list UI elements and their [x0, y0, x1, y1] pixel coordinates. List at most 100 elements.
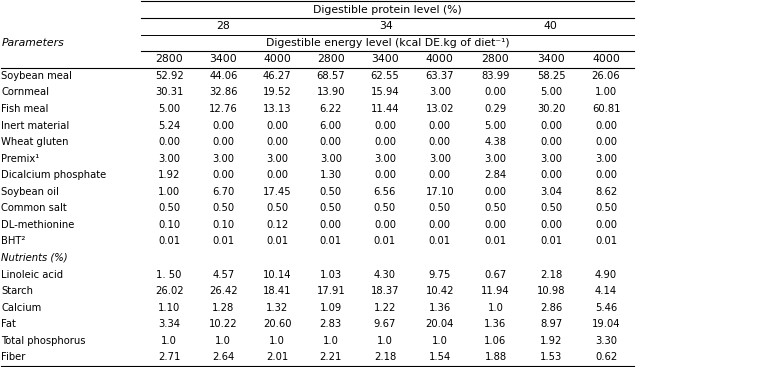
Text: 4000: 4000	[592, 54, 620, 64]
Text: 0.00: 0.00	[540, 137, 562, 147]
Text: 15.94: 15.94	[371, 87, 399, 98]
Text: 2.86: 2.86	[540, 303, 562, 313]
Text: 2.84: 2.84	[484, 170, 506, 180]
Text: 4000: 4000	[426, 54, 454, 64]
Text: 6.22: 6.22	[320, 104, 342, 114]
Text: 0.00: 0.00	[212, 120, 234, 131]
Text: 0.00: 0.00	[540, 120, 562, 131]
Text: 8.97: 8.97	[540, 319, 562, 329]
Text: 4000: 4000	[263, 54, 291, 64]
Text: 3.30: 3.30	[595, 336, 617, 346]
Text: 18.37: 18.37	[371, 286, 399, 296]
Text: 0.00: 0.00	[158, 137, 180, 147]
Text: 6.56: 6.56	[374, 187, 396, 197]
Text: 0.00: 0.00	[595, 170, 617, 180]
Text: 0.01: 0.01	[374, 236, 396, 247]
Text: 3400: 3400	[210, 54, 237, 64]
Text: 1.36: 1.36	[484, 319, 507, 329]
Text: 1.88: 1.88	[484, 352, 506, 362]
Text: 19.04: 19.04	[592, 319, 620, 329]
Text: 1. 50: 1. 50	[157, 269, 182, 280]
Text: 2.83: 2.83	[320, 319, 342, 329]
Text: Starch: Starch	[2, 286, 33, 296]
Text: 5.24: 5.24	[158, 120, 180, 131]
Text: 0.62: 0.62	[595, 352, 617, 362]
Text: Linoleic acid: Linoleic acid	[2, 269, 64, 280]
Text: 10.98: 10.98	[537, 286, 565, 296]
Text: 34: 34	[378, 21, 393, 31]
Text: 26.06: 26.06	[592, 71, 620, 81]
Text: 0.00: 0.00	[374, 170, 396, 180]
Text: 68.57: 68.57	[316, 71, 345, 81]
Text: 0.00: 0.00	[266, 120, 288, 131]
Text: 1.03: 1.03	[320, 269, 342, 280]
Text: 63.37: 63.37	[426, 71, 454, 81]
Text: 13.13: 13.13	[263, 104, 291, 114]
Text: 1.0: 1.0	[215, 336, 231, 346]
Text: 10.22: 10.22	[209, 319, 238, 329]
Text: 3.00: 3.00	[429, 87, 451, 98]
Text: 0.00: 0.00	[212, 170, 234, 180]
Text: 3.00: 3.00	[158, 154, 180, 164]
Text: 0.67: 0.67	[484, 269, 507, 280]
Text: 1.92: 1.92	[158, 170, 180, 180]
Text: 0.00: 0.00	[266, 137, 288, 147]
Text: 0.50: 0.50	[595, 203, 617, 213]
Text: 0.00: 0.00	[595, 137, 617, 147]
Text: 0.29: 0.29	[484, 104, 507, 114]
Text: 3.00: 3.00	[212, 154, 234, 164]
Text: 1.06: 1.06	[484, 336, 507, 346]
Text: Common salt: Common salt	[2, 203, 67, 213]
Text: 1.0: 1.0	[487, 303, 503, 313]
Text: 0.00: 0.00	[320, 137, 342, 147]
Text: 2800: 2800	[482, 54, 509, 64]
Text: 1.00: 1.00	[158, 187, 180, 197]
Text: Soybean oil: Soybean oil	[2, 187, 59, 197]
Text: 0.01: 0.01	[320, 236, 342, 247]
Text: 1.0: 1.0	[377, 336, 393, 346]
Text: Wheat gluten: Wheat gluten	[2, 137, 69, 147]
Text: Fish meal: Fish meal	[2, 104, 49, 114]
Text: 0.00: 0.00	[595, 120, 617, 131]
Text: 0.10: 0.10	[212, 220, 234, 230]
Text: 13.90: 13.90	[316, 87, 345, 98]
Text: 0.00: 0.00	[429, 220, 451, 230]
Text: Cornmeal: Cornmeal	[2, 87, 49, 98]
Text: 10.14: 10.14	[263, 269, 291, 280]
Text: 3.00: 3.00	[484, 154, 506, 164]
Text: 0.50: 0.50	[374, 203, 396, 213]
Text: 4.38: 4.38	[484, 137, 506, 147]
Text: 4.14: 4.14	[595, 286, 617, 296]
Text: 0.00: 0.00	[595, 220, 617, 230]
Text: Fat: Fat	[2, 319, 16, 329]
Text: 4.90: 4.90	[595, 269, 617, 280]
Text: 12.76: 12.76	[209, 104, 238, 114]
Text: 2.18: 2.18	[540, 269, 562, 280]
Text: 1.00: 1.00	[595, 87, 617, 98]
Text: Dicalcium phosphate: Dicalcium phosphate	[2, 170, 106, 180]
Text: 3.00: 3.00	[595, 154, 617, 164]
Text: 0.00: 0.00	[266, 170, 288, 180]
Text: Calcium: Calcium	[2, 303, 42, 313]
Text: 13.02: 13.02	[426, 104, 454, 114]
Text: 11.94: 11.94	[481, 286, 510, 296]
Text: 1.54: 1.54	[429, 352, 451, 362]
Text: 1.0: 1.0	[161, 336, 177, 346]
Text: Total phosphorus: Total phosphorus	[2, 336, 86, 346]
Text: Inert material: Inert material	[2, 120, 70, 131]
Text: 0.50: 0.50	[540, 203, 562, 213]
Text: 18.41: 18.41	[263, 286, 291, 296]
Text: 0.00: 0.00	[374, 137, 396, 147]
Text: 3.00: 3.00	[374, 154, 396, 164]
Text: 2.64: 2.64	[212, 352, 234, 362]
Text: 1.36: 1.36	[429, 303, 451, 313]
Text: 30.31: 30.31	[155, 87, 183, 98]
Text: 0.00: 0.00	[540, 220, 562, 230]
Text: 0.00: 0.00	[540, 170, 562, 180]
Text: 8.62: 8.62	[595, 187, 617, 197]
Text: 20.60: 20.60	[263, 319, 291, 329]
Text: 5.00: 5.00	[158, 104, 180, 114]
Text: Soybean meal: Soybean meal	[2, 71, 72, 81]
Text: 0.01: 0.01	[595, 236, 617, 247]
Text: 0.10: 0.10	[158, 220, 180, 230]
